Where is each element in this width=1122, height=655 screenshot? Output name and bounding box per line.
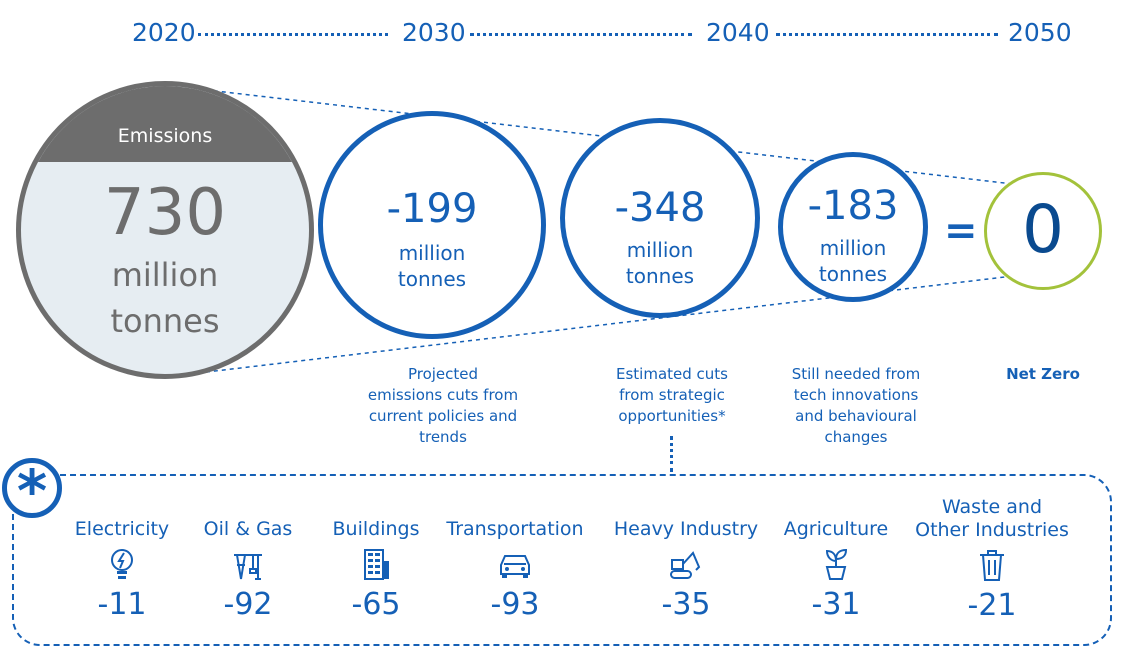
emissions-circle: Emissions 730 million tonnes (16, 81, 314, 379)
emissions-unit-line2: tonnes (110, 302, 220, 340)
caption-line: current policies and (368, 407, 518, 425)
car-icon (500, 555, 530, 578)
sector-value: -92 (223, 587, 273, 622)
sector-transportation: Transportation -93 (440, 518, 590, 622)
cut-unit-line2: tonnes (625, 264, 695, 288)
caption-line: Estimated cuts (616, 365, 728, 383)
sector-value: -11 (97, 587, 147, 622)
caption-line: emissions cuts from (367, 386, 519, 404)
sector-name: Transportation (446, 518, 584, 540)
caption-innovation: Still needed from tech innovations and b… (770, 364, 942, 448)
cut-unit-line1: million (398, 241, 466, 265)
timeline-dotted-line (776, 33, 998, 36)
building-icon (364, 549, 389, 580)
emissions-header-band (21, 86, 309, 162)
caption-line: tech innovations (793, 386, 919, 404)
timeline-dotted-line (198, 33, 388, 36)
plant-icon (825, 548, 848, 580)
caption-strategic: Estimated cuts from strategic opportunit… (590, 364, 754, 427)
emissions-header: Emissions (117, 125, 213, 147)
cut-circle-strategic: -348 million tonnes (560, 118, 760, 318)
caption-line: and behavioural (795, 407, 917, 425)
sector-agriculture: Agriculture -31 (776, 518, 896, 622)
asterisk-icon: * (16, 457, 48, 525)
cut-unit-line1: million (626, 238, 694, 262)
cut-value: -348 (614, 185, 706, 231)
timeline-year-2040: 2040 (706, 18, 770, 47)
excavator-icon (670, 551, 701, 579)
sector-waste-other: Waste and Other Industries -21 (904, 496, 1080, 623)
sector-breakdown-box (12, 474, 1112, 646)
cut-value: -183 (807, 183, 899, 229)
timeline-year-2030: 2030 (402, 18, 466, 47)
caption-line: opportunities* (618, 407, 726, 425)
sector-name-line1: Waste and (941, 496, 1043, 518)
sector-name: Electricity (74, 518, 170, 540)
cut-unit-line2: tonnes (397, 267, 467, 291)
cut-unit-line2: tonnes (818, 262, 888, 286)
sector-oil-gas: Oil & Gas -92 (188, 518, 308, 622)
emissions-value: 730 (103, 176, 227, 250)
sector-value: -65 (351, 587, 401, 622)
sector-electricity: Electricity -11 (62, 518, 182, 622)
sector-buildings: Buildings -65 (316, 518, 436, 622)
detail-connector (670, 436, 673, 472)
asterisk-badge: * (2, 457, 62, 525)
caption-line: Projected (407, 365, 479, 383)
equals-sign: = (944, 208, 978, 254)
cut-circle-innovation: -183 million tonnes (778, 152, 928, 302)
timeline-dotted-line (470, 33, 692, 36)
oil-rig-icon (234, 554, 262, 580)
net-zero-value: 0 (1022, 191, 1064, 268)
timeline-year-2020: 2020 (132, 18, 196, 47)
caption-policies: Projected emissions cuts from current po… (350, 364, 536, 448)
emissions-unit-line1: million (111, 256, 219, 294)
sector-name-line2: Other Industries (915, 519, 1069, 541)
trash-can-icon (980, 550, 1004, 581)
cut-unit-line1: million (819, 236, 887, 260)
sector-heavy-industry: Heavy Industry -35 (608, 518, 764, 622)
sector-value: -35 (661, 587, 711, 622)
sector-value: -21 (967, 588, 1017, 623)
sector-value: -31 (811, 587, 861, 622)
sector-name: Buildings (332, 518, 420, 540)
caption-line: from strategic (619, 386, 725, 404)
timeline-year-2050: 2050 (1008, 18, 1072, 47)
lightbulb-icon (111, 549, 133, 579)
sector-value: -93 (490, 587, 540, 622)
caption-line: Still needed from (791, 365, 921, 383)
caption-line: changes (824, 428, 888, 446)
net-zero-circle: 0 (984, 172, 1102, 290)
sector-name: Oil & Gas (203, 518, 293, 540)
net-zero-label: Net Zero (1006, 365, 1080, 383)
cut-circle-policies: -199 million tonnes (318, 111, 546, 339)
sector-name: Agriculture (783, 518, 889, 540)
caption-line: trends (419, 428, 467, 446)
sector-name: Heavy Industry (613, 518, 759, 540)
cut-value: -199 (386, 186, 478, 232)
